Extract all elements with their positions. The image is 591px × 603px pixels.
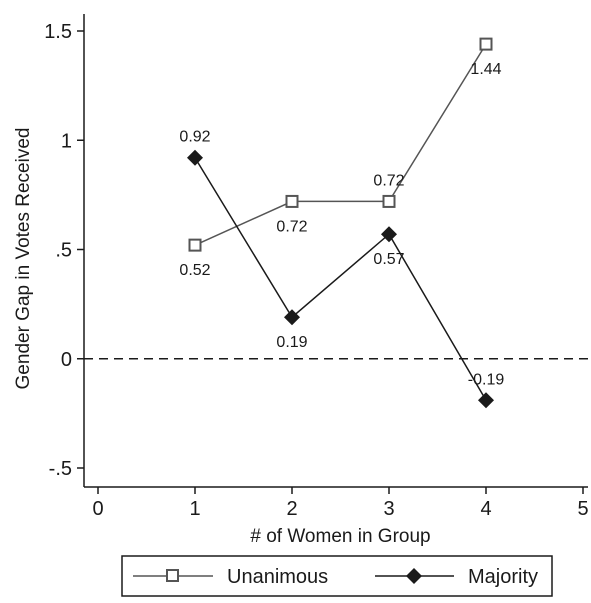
data-label-majority: 0.92 — [179, 129, 210, 146]
x-tick-label: 2 — [286, 498, 297, 520]
legend: Unanimous Majority — [121, 555, 553, 597]
data-point-majority — [381, 226, 397, 243]
x-tick-label: 0 — [92, 498, 103, 520]
y-tick-label: -.5 — [49, 458, 72, 480]
legend-marker-unanimous — [166, 569, 179, 582]
x-ticks: 0 1 2 3 4 5 — [92, 487, 589, 520]
x-tick-label: 1 — [189, 498, 200, 520]
data-labels: 0.52 0.72 0.72 1.44 0.92 0.19 0.57 -0.19 — [179, 61, 504, 388]
data-label-unanimous: 0.52 — [179, 262, 210, 279]
data-point-unanimous — [479, 37, 493, 51]
series-line-unanimous — [194, 43, 487, 246]
y-tick-label: 0 — [61, 349, 72, 371]
legend-item-majority: Majority — [375, 566, 538, 588]
y-tick-label: 1 — [61, 130, 72, 152]
legend-marker-majority — [406, 568, 422, 584]
x-tick-label: 4 — [480, 498, 491, 520]
data-point-majority — [187, 149, 203, 166]
series-markers — [187, 37, 494, 409]
data-label-unanimous: 0.72 — [373, 172, 404, 189]
data-point-majority — [284, 309, 300, 326]
series-line-majority — [194, 157, 487, 401]
legend-label-majority: Majority — [468, 566, 538, 588]
y-tick-label: 1.5 — [44, 21, 72, 43]
data-label-majority: 0.19 — [276, 334, 307, 351]
y-ticks: -.5 0 .5 1 1.5 — [44, 21, 84, 480]
data-label-majority: 0.57 — [373, 251, 404, 268]
data-point-unanimous — [382, 194, 396, 208]
data-point-unanimous — [285, 194, 299, 208]
data-label-unanimous: 0.72 — [276, 218, 307, 235]
y-axis-title: Gender Gap in Votes Received — [13, 128, 34, 390]
data-label-majority: -0.19 — [468, 371, 505, 388]
x-axis-title: # of Women in Group — [250, 526, 430, 547]
y-tick-label: .5 — [55, 240, 72, 262]
data-point-majority — [478, 392, 494, 409]
series-lines — [194, 43, 487, 401]
legend-label-unanimous: Unanimous — [227, 566, 328, 588]
legend-item-unanimous: Unanimous — [133, 566, 328, 588]
data-point-unanimous — [188, 238, 202, 252]
data-label-unanimous: 1.44 — [470, 61, 501, 78]
x-tick-label: 5 — [577, 498, 588, 520]
x-tick-label: 3 — [383, 498, 394, 520]
